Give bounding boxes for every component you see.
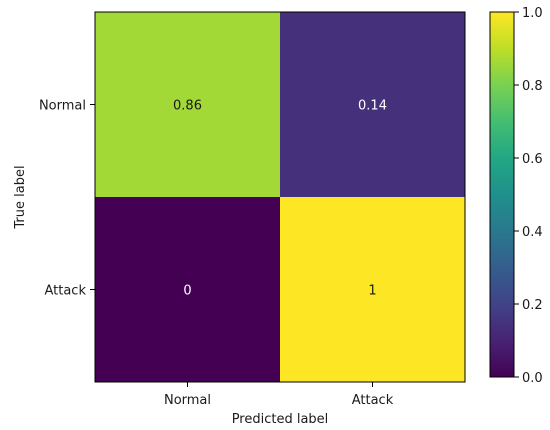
y-tick-label: Attack xyxy=(44,284,86,299)
colorbar-tick-label: 0.6 xyxy=(522,152,543,167)
heatmap-cell xyxy=(95,197,280,382)
cell-value-label: 0.14 xyxy=(358,99,387,114)
colorbar-tick-label: 1.0 xyxy=(522,6,543,21)
cell-value-labels: 0.86 0.14 0 1 xyxy=(173,99,387,299)
x-tick-label: Attack xyxy=(352,393,394,408)
heatmap-cell xyxy=(280,12,465,197)
colorbar xyxy=(489,11,515,378)
colorbar-tick-label: 0.8 xyxy=(522,79,543,94)
heatmap-cell xyxy=(95,12,280,197)
y-axis-label: True label xyxy=(13,165,28,229)
colorbar-ticks: 0.0 0.2 0.4 0.6 0.8 1.0 xyxy=(514,6,543,386)
x-axis-ticks: Normal Attack xyxy=(164,382,394,408)
heatmap-cells xyxy=(95,12,465,382)
cell-value-label: 0 xyxy=(183,284,191,299)
x-axis-label: Predicted label xyxy=(232,412,329,426)
colorbar-tick-label: 0.4 xyxy=(522,225,543,240)
colorbar-tick-label: 0.0 xyxy=(522,371,543,386)
y-tick-label: Normal xyxy=(39,99,86,114)
x-tick-label: Normal xyxy=(164,393,211,408)
plot-frame xyxy=(94,11,466,383)
cell-value-label: 0.86 xyxy=(173,99,202,114)
y-axis-ticks: Normal Attack xyxy=(39,99,95,299)
heatmap-cell xyxy=(280,197,465,382)
cell-value-label: 1 xyxy=(368,284,376,299)
colorbar-tick-label: 0.2 xyxy=(522,298,543,313)
